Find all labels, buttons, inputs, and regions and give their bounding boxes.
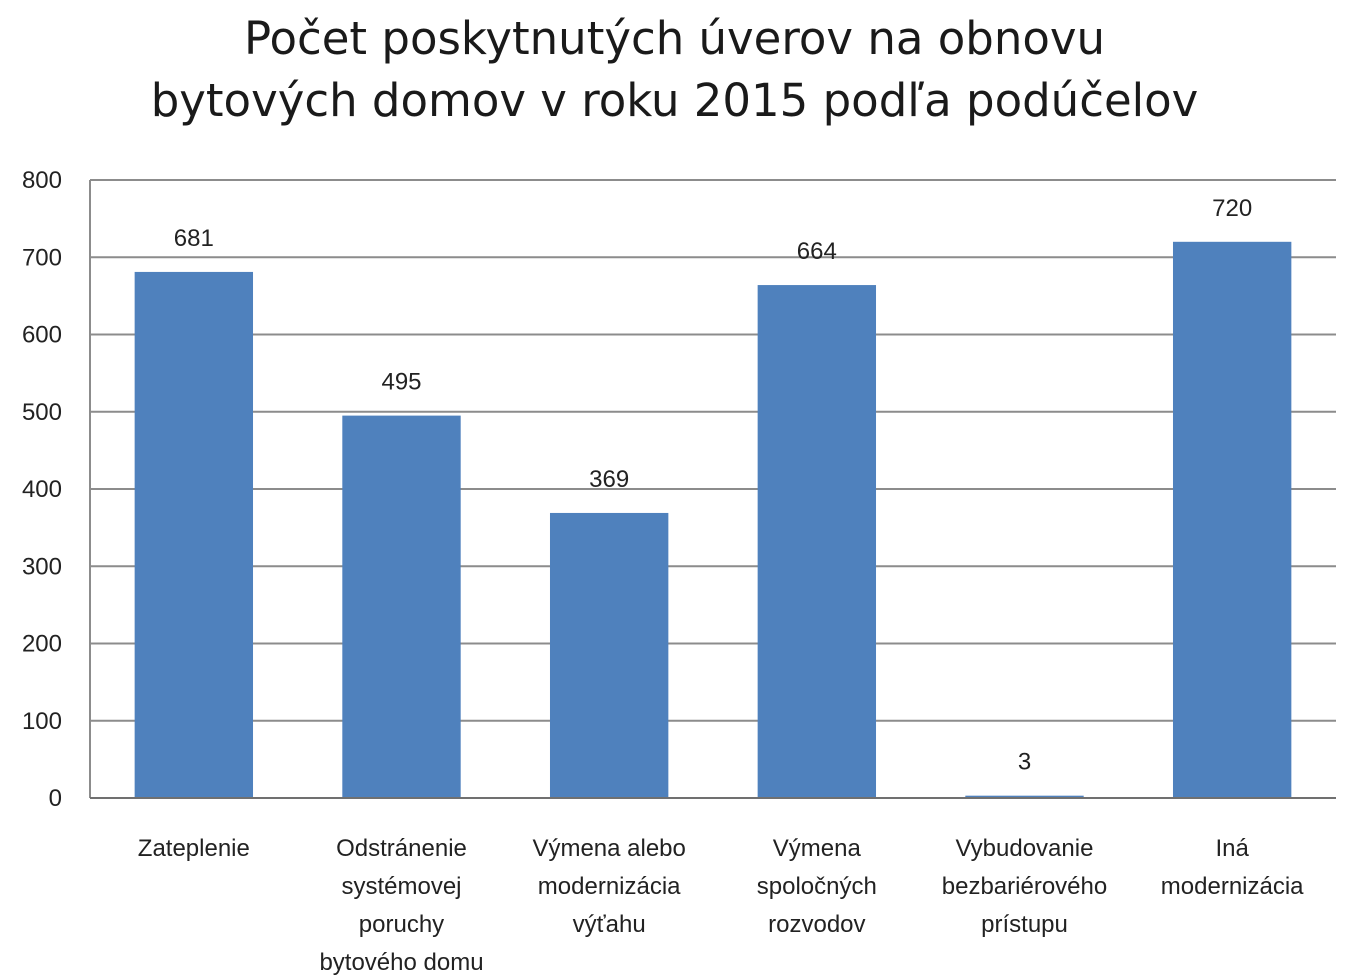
y-tick-label: 700 (22, 244, 62, 271)
labels: 0 100 200 300 400 500 600 700 800 681 Zateplenie 49… (22, 167, 1304, 976)
category-label-line: Iná (1215, 835, 1249, 862)
category-label-line: prístupu (981, 911, 1068, 938)
data-label: 495 (381, 369, 421, 396)
category-label-line: bytového domu (319, 949, 483, 976)
y-tick-label: 200 (22, 631, 62, 658)
category-label: Výmena alebo modernizácia výťahu (532, 835, 685, 938)
category-label-line: Výmena alebo (532, 835, 685, 862)
y-tick-label: 0 (49, 785, 62, 812)
y-tick-label: 400 (22, 476, 62, 503)
category-label: Vybudovanie bezbariérového prístupu (942, 835, 1107, 938)
y-tick-label: 300 (22, 553, 62, 580)
chart-title-line-2: bytových domov v roku 2015 podľa podúčel… (150, 74, 1199, 127)
category-label-line: modernizácia (538, 873, 681, 900)
category-label-line: poruchy (359, 911, 444, 938)
category-label: Odstránenie systémovej poruchy bytového dom… (319, 835, 483, 976)
category-label-line: spoločných (757, 873, 877, 900)
bar (134, 271, 254, 798)
data-label: 681 (174, 225, 214, 252)
gridlines (90, 179, 1336, 722)
category-label: Iná modernizácia (1161, 835, 1304, 900)
axes (89, 180, 1336, 799)
category-label: Výmena spoločných rozvodov (757, 835, 877, 938)
y-tick-label: 100 (22, 708, 62, 735)
y-tick-label: 800 (22, 167, 62, 194)
category-label-line: Odstránenie (336, 835, 467, 862)
bar (965, 795, 1084, 798)
chart-title-line-1: Počet poskytnutých úverov na obnovu (243, 12, 1106, 65)
bar (1172, 241, 1292, 799)
bar (757, 285, 877, 798)
data-label: 369 (589, 466, 629, 493)
category-label-line: Zateplenie (138, 835, 250, 862)
category-label-line: Výmena (773, 835, 862, 862)
bar (549, 512, 669, 798)
y-tick-label: 500 (22, 399, 62, 426)
category-label-line: Vybudovanie (956, 835, 1094, 862)
bars (134, 241, 1292, 799)
category-label-line: rozvodov (768, 911, 865, 938)
category-label-line: systémovej (341, 873, 461, 900)
bar (342, 415, 461, 798)
chart-title: Počet poskytnutých úverov na obnovu byto… (0, 8, 1349, 132)
data-label: 664 (797, 238, 837, 265)
category-label-line: výťahu (573, 911, 646, 938)
category-label-line: modernizácia (1161, 873, 1304, 900)
y-tick-label: 600 (22, 322, 62, 349)
category-label-line: bezbariérového (942, 873, 1107, 900)
data-label: 720 (1212, 195, 1252, 222)
data-label: 3 (1018, 749, 1031, 776)
category-label: Zateplenie (138, 835, 250, 862)
